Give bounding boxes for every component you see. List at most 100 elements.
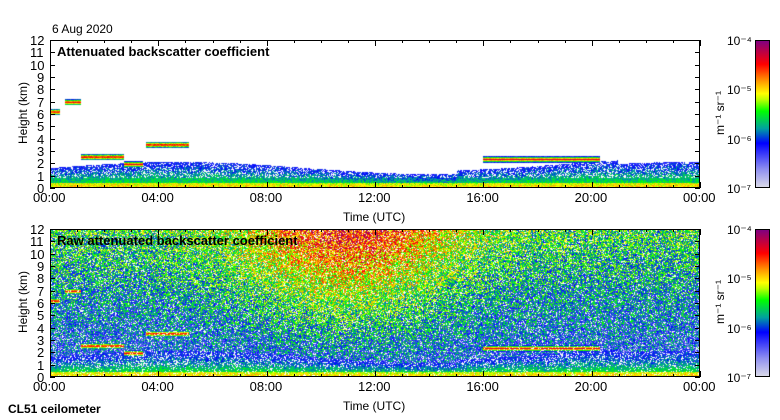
x-tick	[564, 374, 566, 377]
x-tick	[320, 374, 322, 377]
y-tick-label: 2	[37, 156, 45, 172]
y-tick	[695, 126, 700, 128]
x-tick	[402, 40, 404, 43]
y-tick	[695, 229, 700, 230]
colorbar-tick-label: 10⁻⁵	[727, 272, 752, 287]
y-tick	[50, 303, 55, 304]
y-tick	[50, 266, 55, 267]
y-tick	[695, 315, 700, 317]
date-label: 6 Aug 2020	[52, 22, 113, 36]
x-tick-label: 04:00	[141, 190, 174, 205]
y-tick	[50, 77, 55, 78]
y-tick-label: 2	[37, 345, 45, 361]
x-tick	[672, 40, 674, 43]
x-tick	[618, 185, 620, 188]
y-tick	[50, 188, 55, 189]
y-tick-label: 4	[37, 131, 45, 147]
x-tick	[185, 185, 187, 188]
x-tick	[564, 40, 566, 43]
y-tick	[695, 114, 700, 115]
y-axis-label: Height (km)	[16, 82, 30, 145]
x-tick-label: 00:00	[33, 379, 66, 394]
y-tick	[50, 278, 55, 280]
y-tick	[50, 64, 55, 66]
x-tick	[700, 229, 701, 235]
x-tick	[700, 371, 701, 377]
x-tick	[591, 182, 593, 188]
x-tick-label: 04:00	[141, 379, 174, 394]
x-tick	[185, 40, 187, 43]
x-tick	[429, 374, 431, 377]
x-tick	[212, 185, 214, 188]
x-tick	[293, 40, 295, 43]
y-tick	[50, 89, 55, 91]
x-tick	[672, 185, 674, 188]
x-tick-label: 08:00	[249, 379, 283, 394]
y-tick	[695, 52, 700, 54]
y-tick	[50, 151, 55, 152]
y-tick	[695, 163, 700, 165]
y-tick-label: 12	[30, 33, 45, 48]
y-tick-label: 5	[37, 308, 45, 324]
colorbar-tick-label: 10⁻⁶	[727, 132, 752, 147]
x-tick	[266, 371, 268, 377]
x-tick	[645, 185, 647, 188]
y-axis-label: Height (km)	[16, 271, 30, 334]
y-tick	[695, 303, 700, 304]
y-tick	[50, 126, 55, 128]
x-tick-label: 00:00	[683, 190, 716, 205]
x-tick	[239, 229, 241, 232]
x-tick-label: 00:00	[33, 190, 66, 205]
x-tick-label: 20:00	[574, 190, 608, 205]
panel-title: Raw attenuated backscatter coefficient	[57, 233, 298, 248]
x-tick	[618, 40, 620, 43]
x-tick	[50, 182, 51, 188]
x-tick	[564, 229, 566, 232]
x-tick	[510, 229, 512, 232]
x-tick	[131, 185, 133, 188]
x-tick	[537, 374, 539, 377]
y-tick-label: 9	[37, 70, 45, 85]
y-tick	[695, 64, 700, 66]
y-tick	[50, 229, 55, 230]
x-tick	[185, 374, 187, 377]
x-tick	[375, 371, 376, 377]
y-tick	[695, 101, 700, 103]
x-tick	[591, 40, 593, 46]
colorbar-tick-label: 10⁻⁷	[727, 182, 752, 196]
x-tick	[50, 371, 51, 377]
heatmap-canvas	[51, 230, 699, 376]
colorbar-tick-label: 10⁻⁵	[727, 83, 752, 98]
x-tick	[672, 229, 674, 232]
x-tick	[347, 374, 349, 377]
y-tick-label: 8	[37, 271, 45, 287]
x-tick	[483, 182, 485, 188]
y-tick	[695, 89, 700, 91]
y-tick	[50, 364, 55, 366]
x-tick	[402, 229, 404, 232]
x-tick	[131, 374, 133, 377]
x-tick	[320, 40, 322, 43]
x-tick	[375, 182, 376, 188]
y-tick-label: 11	[30, 234, 44, 250]
y-tick-label: 3	[37, 333, 45, 348]
x-tick	[618, 374, 620, 377]
colorbar	[755, 40, 770, 188]
x-tick-label: 16:00	[466, 379, 499, 394]
y-tick	[50, 315, 55, 317]
y-tick-label: 5	[37, 119, 45, 135]
x-tick	[347, 40, 349, 43]
x-tick	[564, 185, 566, 188]
colorbar-tick-label: 10⁻⁴	[727, 223, 752, 237]
x-tick	[239, 40, 241, 43]
y-tick	[695, 77, 700, 78]
y-tick	[695, 151, 700, 152]
x-tick-label: 00:00	[683, 379, 716, 394]
x-tick	[429, 185, 431, 188]
colorbar	[755, 229, 770, 377]
y-tick-label: 7	[37, 283, 45, 299]
y-tick	[50, 241, 55, 243]
raw-backscatter-panel: Raw attenuated backscatter coefficient	[50, 229, 700, 377]
x-tick	[347, 229, 349, 232]
